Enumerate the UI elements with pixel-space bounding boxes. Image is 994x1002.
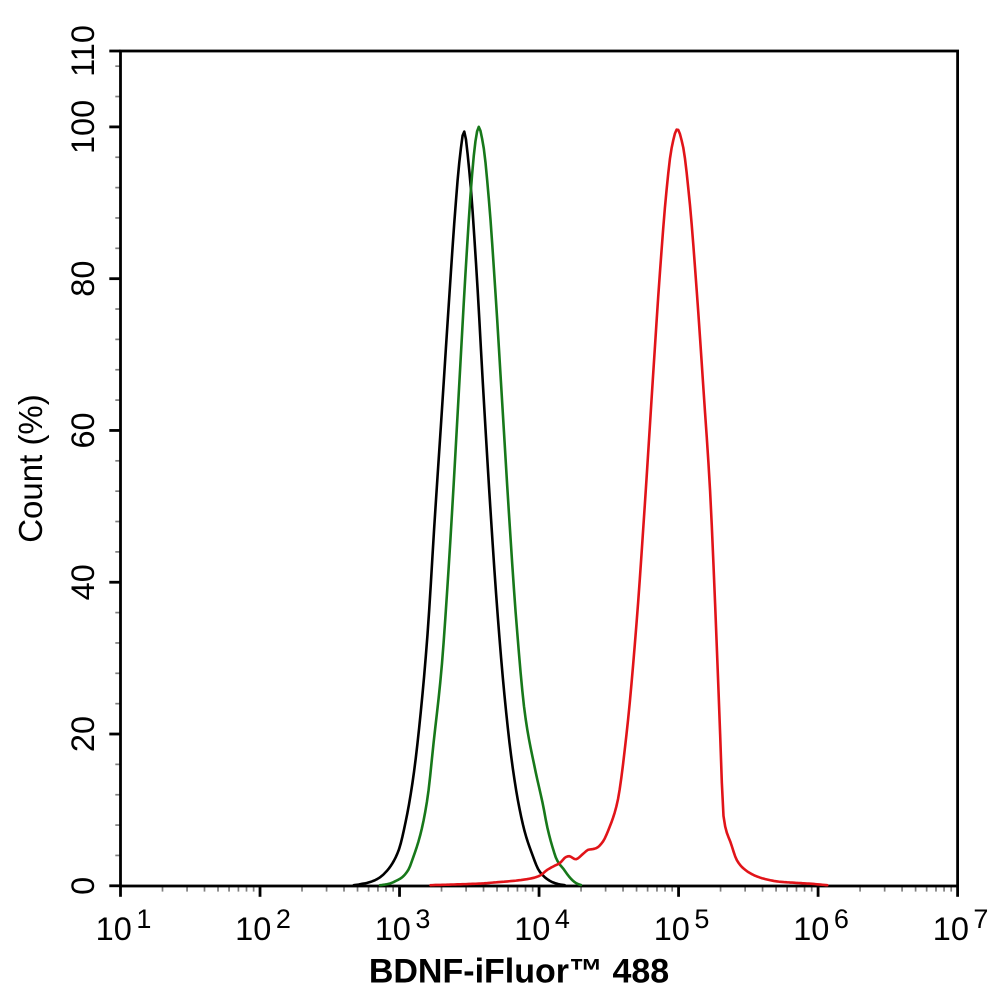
y-tick-label: 40 [65,564,101,600]
curve-green [378,125,583,887]
y-axis-title: Count (%) [12,394,49,543]
y-tick-label: 80 [65,261,101,297]
curves-group [352,125,829,887]
y-tick-label: 20 [65,716,101,752]
x-tick-label: 10 2 [235,904,291,947]
minor-ticks-group [115,65,953,892]
x-tick-label: 10 3 [375,904,431,947]
y-tick-label: 110 [65,25,101,77]
y-tick-label: 100 [65,100,101,154]
tick-labels-group: 0 20 40 60 80 100 110 10 1 10 2 10 3 10 4 10 5 10 6 10 7 [65,25,988,947]
curve-black [352,130,567,887]
x-axis-title: BDNF-iFluor™ 488 [369,953,669,991]
curve-red [429,128,829,887]
x-tick-label: 10 7 [933,904,989,947]
x-tick-label: 10 1 [96,904,152,947]
y-tick-label: 0 [65,877,101,895]
major-ticks-group [109,49,959,897]
x-tick-label: 10 5 [654,904,710,947]
x-tick-label: 10 6 [793,904,849,947]
x-tick-label: 10 4 [514,904,570,947]
y-tick-label: 60 [65,412,101,448]
plot-border [119,49,959,888]
